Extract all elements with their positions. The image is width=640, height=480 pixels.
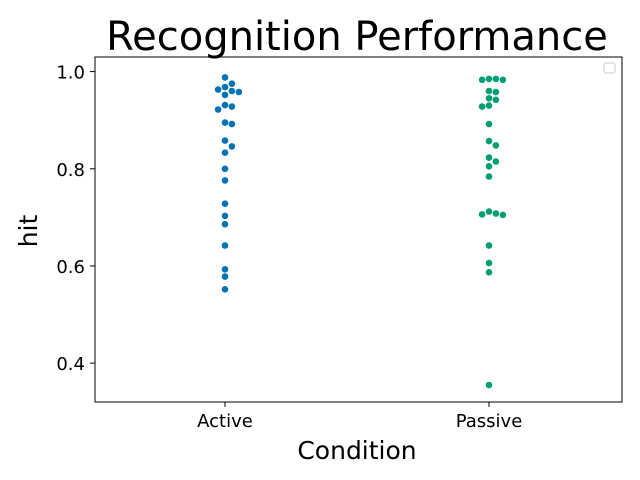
data-point-passive: [485, 120, 493, 128]
data-point-active: [214, 86, 222, 93]
data-point-active: [221, 286, 229, 293]
data-point-active: [221, 266, 229, 273]
data-point-passive: [485, 75, 493, 83]
data-point-active: [221, 83, 229, 91]
y-tick-label: 1.0: [56, 63, 85, 84]
data-point-passive: [485, 208, 493, 215]
data-point-active: [221, 212, 229, 220]
data-point-active: [221, 91, 229, 99]
data-point-active: [221, 119, 229, 126]
data-point-active: [221, 220, 229, 228]
y-axis: 0.4 0.6 0.8 1.0: [56, 63, 95, 375]
plot-area: [94, 56, 623, 403]
data-point-active: [221, 74, 229, 81]
data-point-active: [228, 143, 236, 150]
y-tick-label: 0.4: [56, 354, 85, 375]
data-point-passive: [478, 103, 486, 110]
data-point-passive: [492, 142, 500, 149]
data-point-passive: [478, 76, 486, 84]
y-axis-label: hit: [14, 215, 43, 248]
x-axis-label: Condition: [297, 436, 416, 465]
data-point-passive: [485, 242, 493, 249]
chart-title: Recognition Performance: [106, 14, 608, 60]
data-point-passive: [499, 76, 507, 84]
data-points: [214, 74, 507, 389]
data-point-passive: [485, 381, 493, 389]
data-point-active: [221, 242, 229, 249]
x-tick-label: Active: [197, 411, 253, 432]
data-point-passive: [478, 211, 486, 218]
y-tick-label: 0.6: [56, 257, 85, 278]
data-point-passive: [485, 173, 493, 180]
data-point-passive: [492, 210, 500, 217]
data-point-active: [235, 88, 243, 96]
data-point-passive: [485, 259, 493, 267]
x-tick-label: Passive: [456, 411, 523, 432]
data-point-passive: [485, 269, 493, 276]
data-point-active: [221, 200, 229, 207]
data-point-passive: [492, 88, 500, 96]
legend-box: [603, 62, 616, 74]
data-point-active: [221, 165, 229, 173]
data-point-active: [228, 103, 236, 110]
data-point-passive: [492, 75, 500, 83]
data-point-passive: [492, 158, 500, 165]
data-point-active: [214, 106, 222, 113]
data-point-active: [221, 101, 229, 109]
x-axis: Active Passive: [197, 402, 522, 432]
data-point-active: [228, 80, 236, 87]
data-point-active: [228, 120, 236, 128]
data-point-passive: [485, 95, 493, 102]
data-point-passive: [485, 154, 493, 161]
data-point-passive: [485, 102, 493, 109]
data-point-passive: [485, 87, 493, 95]
data-point-active: [221, 149, 229, 156]
data-point-active: [221, 273, 229, 280]
data-point-active: [221, 137, 229, 144]
data-point-active: [221, 177, 229, 184]
data-point-passive: [485, 163, 493, 170]
data-point-active: [228, 87, 236, 95]
data-point-passive: [485, 137, 493, 145]
y-tick-label: 0.8: [56, 160, 85, 181]
data-point-passive: [499, 211, 507, 219]
data-point-passive: [492, 96, 500, 104]
